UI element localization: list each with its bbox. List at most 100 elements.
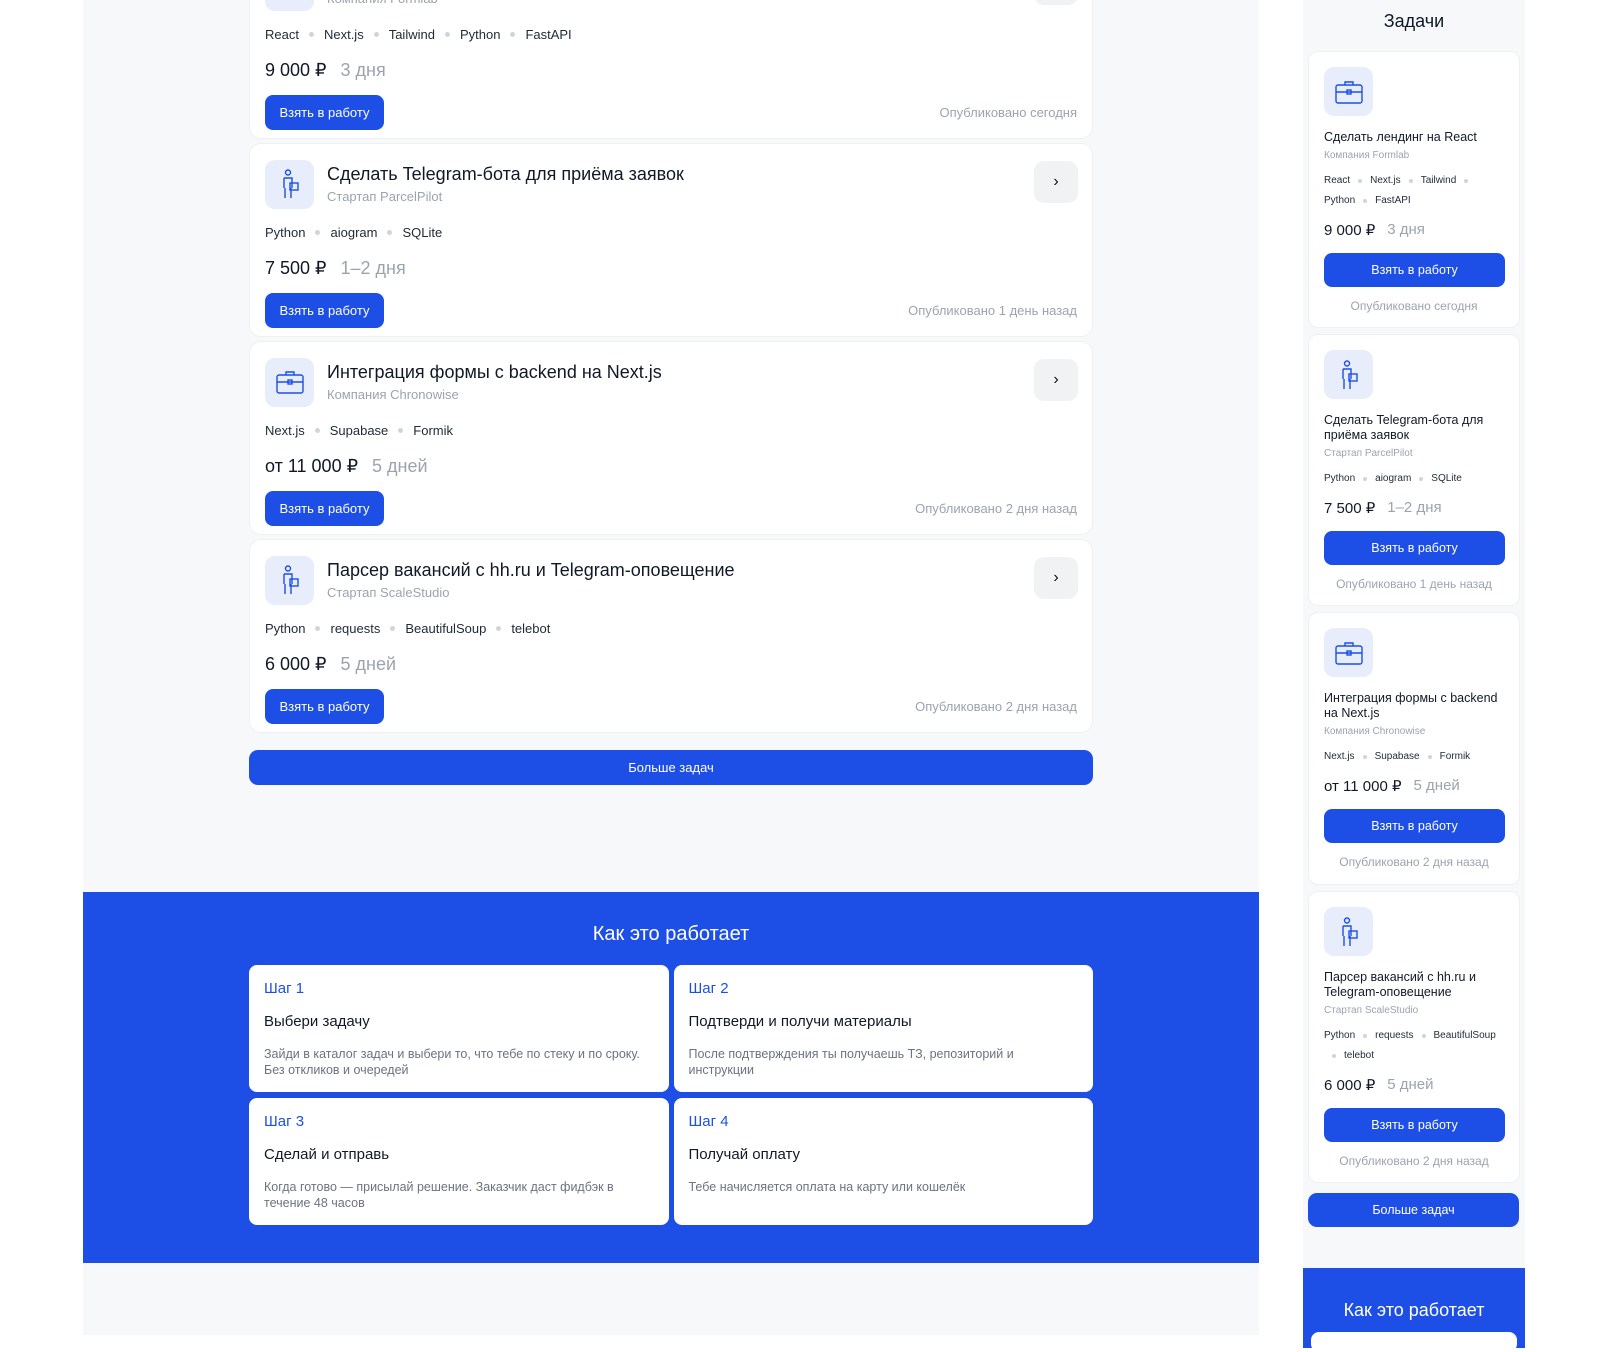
task-duration: 1–2 дня [340,258,406,278]
task-duration: 1–2 дня [1387,499,1442,516]
tag: telebot [511,621,551,636]
step-title: Подтверди и получи материалы [688,1013,912,1030]
task-price: 7 500 ₽ [1324,500,1376,517]
task-title[interactable]: Парсер вакансий с hh.ru и Telegram-опове… [1324,970,1476,999]
sidebar-task-card: Интеграция формы с backend на Next.js Ко… [1308,612,1520,885]
step-title: Получай оплату [688,1146,801,1163]
take-task-button[interactable]: Взять в работу [1324,1108,1505,1142]
more-tasks-button[interactable]: Больше задач [249,750,1093,785]
take-task-button[interactable]: Взять в работу [265,689,384,724]
sidebar-step-card [1311,1332,1517,1352]
task-title[interactable]: Интеграция формы с backend на Next.js [327,362,662,382]
tag: FastAPI [525,27,572,42]
take-task-button[interactable]: Взять в работу [1324,531,1505,565]
step-card: Шаг 1 Выбери задачу Зайди в каталог задач … [249,965,669,1092]
step-title: Выбери задачу [264,1013,370,1030]
published-date: Опубликовано 2 дня назад [1339,855,1489,869]
briefcase-icon [1324,628,1373,677]
tag-separator [1421,1033,1426,1038]
tag: React [1324,175,1351,186]
step-number: Шаг 4 [688,1113,729,1130]
published-date: Опубликовано 2 дня назад [915,501,1077,516]
tag-separator [1363,476,1368,481]
person-with-bag-icon [265,159,314,209]
tag-separator [1358,178,1363,183]
tag-list: React Next.js Tailwind Python FastAPI [1324,175,1504,206]
step-text: Тебе начисляется оплата на карту или кош… [688,1180,966,1194]
task-company: Компания Formlab [327,0,547,6]
task-title[interactable]: Интеграция формы с backend на Next.js [1324,691,1498,720]
task-price: 6 000 ₽ [1324,1077,1376,1094]
published-date: Опубликовано 2 дня назад [915,699,1077,714]
sidebar-task-list: Сделать лендинг на React Компания Formla… [1303,51,1525,1183]
step-number: Шаг 1 [264,980,305,997]
task-card: Интеграция формы с backend на Next.js Ком… [249,341,1093,535]
tag-list: Python aiogram SQLite [265,225,1077,240]
tag: aiogram [330,225,378,240]
tag-separator [1363,1033,1368,1038]
tag: Tailwind [1420,175,1457,186]
tag-separator [390,626,396,631]
take-task-button[interactable]: Взять в работу [1324,253,1505,287]
task-title[interactable]: Парсер вакансий с hh.ru и Telegram-опове… [327,560,735,580]
task-company: Стартап ParcelPilot [1324,448,1413,459]
tag: BeautifulSoup [1433,1030,1496,1041]
task-title[interactable]: Сделать Telegram-бота для приёма заявок [327,164,684,184]
tag-separator [510,32,516,37]
take-task-button[interactable]: Взять в работу [1324,809,1505,843]
tag: Python [265,225,306,240]
tag-separator [1427,754,1432,759]
sidebar-how-section: Как это работает [1303,1268,1525,1352]
open-task-chevron-icon[interactable]: › [1034,359,1078,401]
tag: FastAPI [1375,195,1411,206]
tag: Supabase [329,423,389,438]
task-duration: 5 дней [340,654,397,674]
tag-list: Next.js Supabase Formik [265,423,1077,438]
how-title: Как это работает [592,923,750,945]
tag-list: Next.js Supabase Formik [1324,751,1504,762]
briefcase-icon [1324,67,1373,116]
tag-separator [373,32,379,37]
sidebar-more-tasks-button[interactable]: Больше задач [1308,1193,1519,1227]
tag-separator [308,32,314,37]
tag-separator [1419,476,1424,481]
tag: SQLite [1431,473,1462,484]
open-task-chevron-icon[interactable]: › [1034,0,1078,5]
tag-list: Python requests BeautifulSoup telebot [265,621,1077,636]
take-task-button[interactable]: Взять в работу [265,491,384,526]
published-date: Опубликовано 2 дня назад [1339,1154,1489,1168]
step-number: Шаг 2 [688,980,729,997]
tag: Next.js [323,27,364,42]
briefcase-icon [265,0,314,11]
task-duration: 3 дня [340,60,386,80]
mobile-preview-sidebar: Задачи Сделать лендинг на React Компания… [1303,0,1525,1352]
task-title[interactable]: Сделать лендинг на React [1324,130,1477,144]
tag-separator [387,230,393,235]
take-task-button[interactable]: Взять в работу [265,293,384,328]
task-company: Стартап ScaleStudio [1324,1005,1419,1016]
take-task-button[interactable]: Взять в работу [265,95,384,130]
task-title[interactable]: Сделать Telegram-бота для приёма заявок [1324,413,1484,442]
open-task-chevron-icon[interactable]: › [1034,557,1078,599]
tag: Formik [413,423,454,438]
tag-separator [1332,1053,1336,1058]
task-duration: 3 дня [1387,221,1425,238]
published-date: Опубликовано сегодня [939,105,1077,120]
tag: Supabase [1374,751,1420,762]
tag-separator [1363,198,1368,203]
person-with-bag-icon [265,555,314,605]
task-price: 9 000 ₽ [1324,222,1376,239]
open-task-chevron-icon[interactable]: › [1034,161,1078,203]
tag: aiogram [1375,473,1412,484]
tag: Next.js [1370,175,1401,186]
step-card: Шаг 4 Получай оплату Тебе начисляется опла… [673,1098,1093,1225]
task-duration: 5 дней [372,456,428,476]
task-card: Парсер вакансий с hh.ru и Telegram-опове… [249,539,1093,733]
task-card: Сделать Telegram-бота для приёма заявок С… [249,143,1093,337]
sidebar-title: Задачи [1383,11,1445,31]
task-price: от 11 000 ₽ [1324,778,1402,795]
sidebar-task-card: Парсер вакансий с hh.ru и Telegram-опове… [1308,891,1520,1183]
tag: Tailwind [388,27,435,42]
